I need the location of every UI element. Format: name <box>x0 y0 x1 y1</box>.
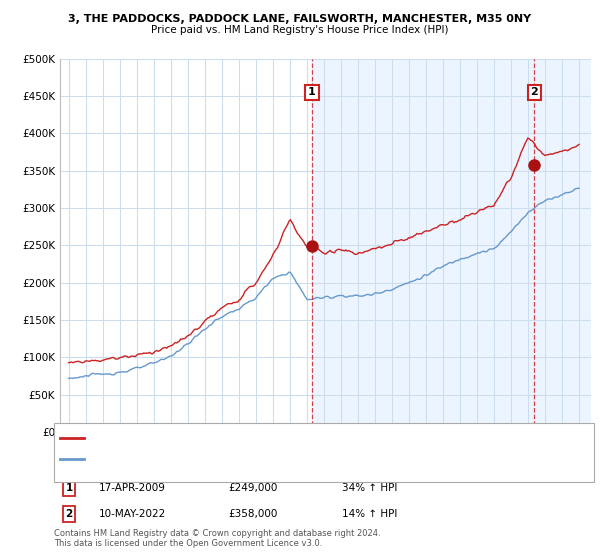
Text: HPI: Average price, detached house, Oldham: HPI: Average price, detached house, Oldh… <box>87 455 300 464</box>
Text: 17-APR-2009: 17-APR-2009 <box>99 483 166 493</box>
Text: 1: 1 <box>65 483 73 493</box>
Text: 3, THE PADDOCKS, PADDOCK LANE, FAILSWORTH, MANCHESTER, M35 0NY: 3, THE PADDOCKS, PADDOCK LANE, FAILSWORT… <box>68 14 532 24</box>
Text: £249,000: £249,000 <box>228 483 277 493</box>
Text: 10-MAY-2022: 10-MAY-2022 <box>99 509 166 519</box>
Text: 1: 1 <box>308 87 316 97</box>
Text: Price paid vs. HM Land Registry's House Price Index (HPI): Price paid vs. HM Land Registry's House … <box>151 25 449 35</box>
Text: 2: 2 <box>530 87 538 97</box>
Text: 3, THE PADDOCKS, PADDOCK LANE, FAILSWORTH, MANCHESTER, M35 0NY (detached ho: 3, THE PADDOCKS, PADDOCK LANE, FAILSWORT… <box>87 434 505 443</box>
Text: 14% ↑ HPI: 14% ↑ HPI <box>342 509 397 519</box>
Text: Contains HM Land Registry data © Crown copyright and database right 2024.
This d: Contains HM Land Registry data © Crown c… <box>54 529 380 548</box>
Text: £358,000: £358,000 <box>228 509 277 519</box>
Text: 34% ↑ HPI: 34% ↑ HPI <box>342 483 397 493</box>
Text: 2: 2 <box>65 509 73 519</box>
Bar <box>312 59 600 432</box>
